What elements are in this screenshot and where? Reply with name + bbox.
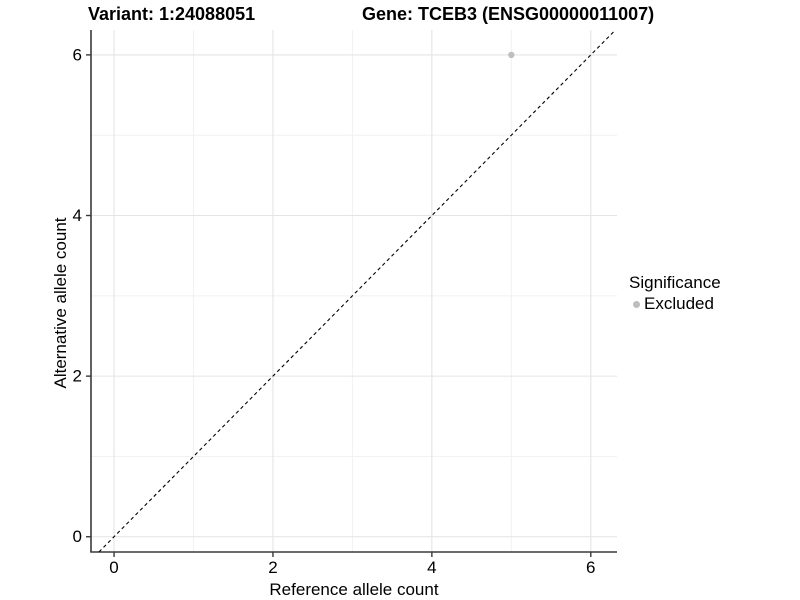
x-tick-label: 2 (268, 558, 277, 577)
legend: Significance Excluded (629, 272, 721, 314)
y-tick-label: 0 (73, 527, 82, 546)
gene-title: Gene: TCEB3 (ENSG00000011007) (362, 4, 655, 24)
data-point (508, 51, 515, 59)
identity-line (98, 29, 616, 553)
x-tick-label: 0 (109, 558, 118, 577)
x-tick-label: 6 (586, 558, 595, 577)
legend-point-icon (633, 300, 640, 308)
y-axis-title: Alternative allele count (51, 217, 70, 389)
x-axis-title: Reference allele count (269, 580, 439, 599)
legend-title: Significance (629, 273, 721, 292)
y-tick-label: 2 (73, 367, 82, 386)
y-tick-label: 6 (73, 45, 82, 64)
variant-title: Variant: 1:24088051 (88, 4, 256, 24)
legend-item-label: Excluded (644, 294, 714, 313)
x-tick-label: 4 (427, 558, 436, 577)
legend-item-excluded: Excluded (629, 294, 721, 314)
y-tick-label: 4 (73, 206, 82, 225)
